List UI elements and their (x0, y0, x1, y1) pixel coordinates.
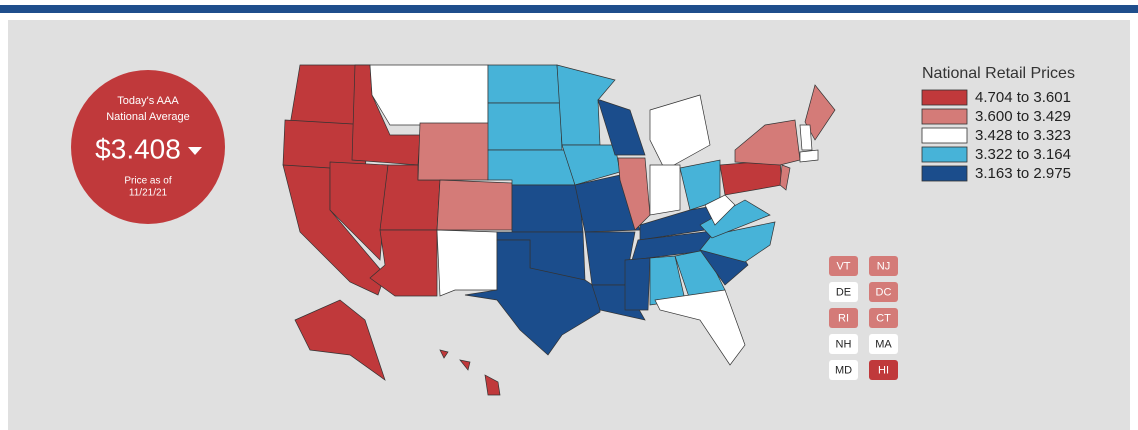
state (804, 84, 836, 141)
badge-title: National Average (106, 111, 190, 123)
state-box (829, 308, 858, 328)
state (487, 149, 576, 186)
state-box-label: MD (835, 364, 852, 376)
state-box (829, 334, 858, 354)
legend-swatch (921, 127, 968, 144)
legend-swatch (921, 146, 968, 163)
state (799, 149, 819, 163)
state-box-label: NJ (877, 260, 890, 272)
state (511, 184, 584, 233)
state (459, 359, 471, 371)
us-map (282, 64, 836, 396)
state (436, 179, 513, 231)
state-box-label: RI (838, 312, 849, 324)
state (464, 239, 601, 356)
state-box (829, 360, 858, 380)
state-box (869, 334, 898, 354)
legend-swatch (921, 165, 968, 182)
legend-label: 3.163 to 2.975 (975, 165, 1071, 182)
legend-swatch (921, 108, 968, 125)
state (649, 164, 681, 216)
state (436, 229, 498, 297)
state-box-label: NH (836, 338, 852, 350)
state (779, 164, 791, 191)
legend-title: National Retail Prices (922, 65, 1075, 82)
state (487, 64, 561, 104)
state (597, 99, 646, 156)
down-arrow (188, 147, 202, 155)
badge-title: Today's AAA (117, 95, 179, 107)
state (699, 221, 776, 263)
state-box-label: DE (836, 286, 851, 298)
state (556, 64, 616, 146)
state-box-label: CT (876, 312, 891, 324)
state (329, 161, 389, 261)
state-box (829, 282, 858, 302)
top-bar (0, 5, 1138, 13)
state (624, 257, 651, 311)
state (417, 122, 491, 181)
legend-swatch (921, 89, 968, 106)
state-box-label: DC (876, 286, 892, 298)
state-box (869, 282, 898, 302)
average-badge (71, 70, 225, 224)
badge-note: Price as of (124, 176, 171, 187)
legend-label: 3.322 to 3.164 (975, 146, 1071, 163)
state (591, 284, 646, 321)
state-box (869, 308, 898, 328)
badge-note: 11/21/21 (129, 188, 168, 199)
state (704, 194, 736, 226)
state (484, 374, 501, 396)
state (654, 289, 746, 366)
state (369, 64, 489, 126)
state-box (869, 256, 898, 276)
state-box-label: VT (836, 260, 850, 272)
state (649, 94, 711, 171)
legend-label: 3.600 to 3.429 (975, 108, 1071, 125)
legend-label: 3.428 to 3.323 (975, 127, 1071, 144)
state-box (829, 256, 858, 276)
state (439, 349, 449, 359)
state (799, 124, 813, 151)
state (487, 102, 563, 151)
state-box-label: HI (878, 364, 889, 376)
state (294, 299, 386, 381)
legend-label: 4.704 to 3.601 (975, 89, 1071, 106)
average-price: $3.408 (95, 133, 181, 164)
state (617, 157, 651, 231)
state-box-label: MA (875, 338, 892, 350)
state-box (869, 360, 898, 380)
